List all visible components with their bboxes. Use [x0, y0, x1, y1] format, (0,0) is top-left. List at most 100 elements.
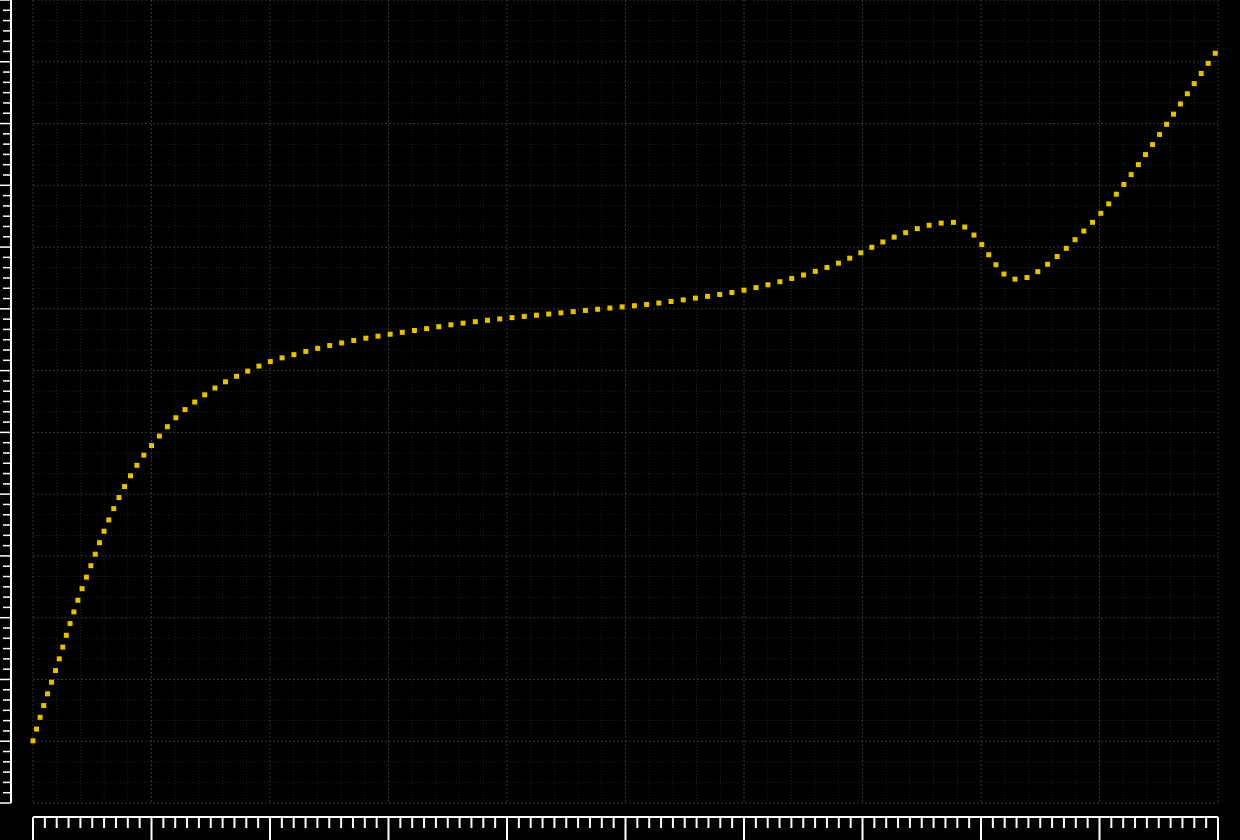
- data-point: [1081, 228, 1087, 234]
- data-point: [858, 250, 864, 256]
- data-point: [705, 293, 711, 299]
- data-point: [49, 679, 55, 685]
- data-point: [986, 252, 992, 258]
- data-point: [202, 392, 208, 398]
- data-point: [1198, 70, 1204, 76]
- data-point: [88, 563, 94, 569]
- data-point: [1164, 121, 1170, 127]
- data-point: [472, 319, 478, 325]
- data-point: [399, 329, 405, 335]
- data-point: [63, 632, 69, 638]
- data-point: [1171, 111, 1177, 117]
- data-point: [1135, 162, 1141, 168]
- data-point: [92, 551, 98, 557]
- data-point: [680, 297, 686, 303]
- data-point: [101, 528, 107, 534]
- data-point: [79, 586, 85, 592]
- data-point: [173, 415, 179, 421]
- data-point: [607, 305, 613, 311]
- data-point: [448, 322, 454, 328]
- data-point: [1001, 271, 1007, 277]
- data-point: [1212, 50, 1218, 56]
- data-point: [1024, 275, 1030, 281]
- data-point: [1150, 142, 1156, 148]
- data-point: [1157, 131, 1163, 137]
- data-point: [1098, 210, 1104, 216]
- data-point: [75, 597, 81, 603]
- data-point: [212, 385, 218, 391]
- data-point: [1012, 276, 1018, 282]
- data-point: [971, 232, 977, 238]
- data-point: [497, 316, 503, 322]
- data-point: [668, 298, 674, 304]
- data-point: [106, 517, 112, 523]
- data-point: [67, 621, 73, 627]
- data-point: [411, 327, 417, 333]
- data-point: [122, 484, 128, 490]
- data-point: [256, 363, 262, 369]
- data-point: [30, 738, 36, 744]
- data-point: [53, 668, 59, 674]
- data-point: [71, 609, 77, 615]
- data-point: [938, 220, 944, 226]
- data-point: [533, 312, 539, 318]
- data-point: [801, 272, 807, 278]
- data-point: [127, 473, 133, 479]
- data-point: [149, 443, 155, 449]
- data-point: [339, 340, 345, 346]
- data-point: [741, 287, 747, 293]
- data-point: [558, 310, 564, 316]
- data-point: [1128, 172, 1134, 178]
- data-point: [979, 242, 985, 248]
- data-point: [97, 540, 103, 546]
- data-point: [546, 311, 552, 317]
- data-point: [1089, 219, 1095, 225]
- data-point: [824, 264, 830, 270]
- data-point: [60, 644, 66, 650]
- data-point: [192, 399, 198, 405]
- data-point: [387, 331, 393, 337]
- data-point: [869, 244, 875, 250]
- data-point: [962, 224, 968, 230]
- data-point: [363, 335, 369, 341]
- data-point: [134, 462, 140, 468]
- data-point: [182, 407, 188, 413]
- data-point: [267, 359, 273, 365]
- data-point: [315, 345, 321, 351]
- data-point: [245, 368, 251, 374]
- data-point: [485, 317, 491, 323]
- data-point: [141, 452, 147, 458]
- data-point: [351, 337, 357, 343]
- data-point: [880, 239, 886, 245]
- data-point: [835, 260, 841, 266]
- data-point: [1072, 237, 1078, 243]
- data-point: [223, 379, 229, 385]
- data-point: [595, 306, 601, 312]
- data-point: [83, 574, 89, 580]
- data-point: [753, 285, 759, 291]
- data-point: [327, 343, 333, 349]
- data-point: [1205, 60, 1211, 66]
- data-point: [891, 234, 897, 240]
- data-point: [1184, 91, 1190, 97]
- data-point: [926, 222, 932, 228]
- data-point: [656, 300, 662, 306]
- data-point: [631, 303, 637, 309]
- data-point: [582, 307, 588, 313]
- data-point: [950, 219, 956, 225]
- data-point: [424, 326, 430, 332]
- data-point: [903, 230, 909, 236]
- data-point: [37, 714, 43, 720]
- data-point: [521, 313, 527, 319]
- series-1: [30, 50, 1218, 744]
- data-point: [692, 295, 698, 301]
- data-point: [717, 291, 723, 297]
- data-point: [1143, 152, 1149, 158]
- data-point: [45, 691, 51, 697]
- data-point: [1054, 254, 1060, 260]
- data-point: [1106, 201, 1112, 207]
- data-point: [789, 275, 795, 281]
- data-point: [56, 656, 62, 662]
- data-point: [34, 726, 40, 732]
